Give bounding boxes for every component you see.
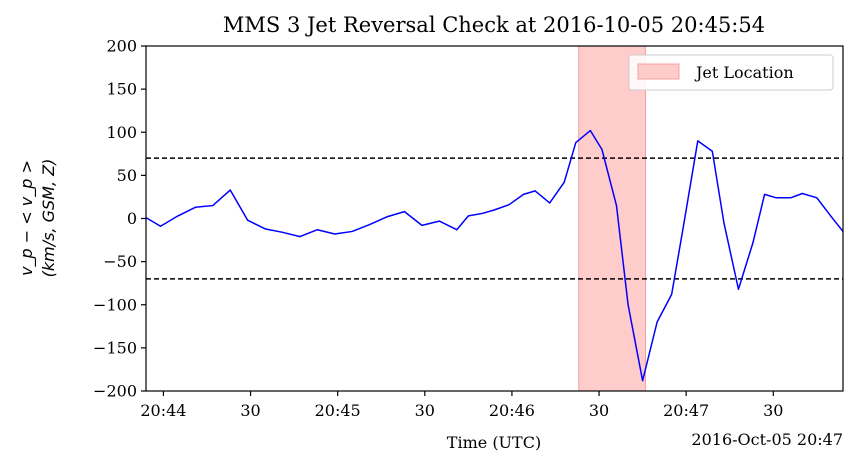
data-point (656, 321, 658, 323)
series-line-0 (145, 129, 844, 382)
data-point (711, 150, 713, 152)
data-point (316, 229, 318, 231)
data-point (682, 226, 684, 228)
data-point (438, 220, 440, 222)
legend-box (628, 54, 834, 91)
data-point (627, 304, 629, 306)
data-point (159, 225, 162, 227)
data-point (281, 231, 284, 233)
data-point (403, 211, 406, 213)
chart-title: MMS 3 Jet Reversal Check at 2016-10-05 2… (223, 13, 765, 37)
data-point (456, 229, 458, 231)
y-tick-label: −200 (93, 382, 137, 401)
y-tick-label: 150 (106, 80, 137, 99)
data-point (493, 209, 496, 211)
data-point (212, 204, 214, 207)
jet-location-span (578, 45, 647, 392)
data-point (775, 197, 777, 199)
data-point (467, 215, 469, 217)
y-axis-label-line2: (km/s, GSM, Z) (39, 159, 58, 278)
data-point (482, 212, 484, 214)
data-point (299, 236, 301, 238)
x-axis: 20:44 30 20:45 30 20:46 30 20:47 30 (140, 391, 783, 420)
data-point (334, 233, 336, 235)
y-tick-label: 100 (106, 123, 137, 142)
x-tick-label: 30 (240, 401, 260, 420)
data-point (351, 230, 353, 233)
data-point (247, 219, 249, 221)
y-tick-label: 50 (117, 166, 137, 185)
y-tick-label: 0 (127, 209, 137, 228)
x-tick-label: 30 (589, 401, 609, 420)
data-point (386, 216, 388, 218)
data-point (615, 204, 618, 207)
data-point (549, 202, 551, 204)
x-tick-label: 30 (763, 401, 783, 420)
x-tick-label: 20:44 (140, 401, 186, 420)
data-point (508, 204, 510, 206)
y-axis: 200 150 100 50 0 −50 −100 −150 −200 (93, 37, 146, 401)
series-layer (145, 129, 844, 382)
y-tick-label: −100 (93, 295, 137, 314)
data-point (697, 140, 699, 142)
data-point (816, 197, 818, 199)
legend-swatch-jet-location (637, 63, 680, 80)
legend: Jet Location (628, 54, 834, 91)
data-point (177, 215, 179, 217)
data-point (563, 181, 565, 183)
data-point (601, 148, 603, 151)
data-point (194, 206, 196, 208)
x-tick-label: 20:46 (489, 401, 535, 420)
data-point (522, 193, 525, 195)
data-point (737, 288, 740, 290)
data-point (229, 189, 231, 191)
x-offset-label: 2016-Oct-05 20:47 (691, 430, 843, 449)
y-axis-label: v_p − < v_p > (km/s, GSM, Z) (17, 159, 58, 278)
x-tick-label: 20:47 (663, 401, 709, 420)
data-point (534, 190, 536, 192)
data-point (264, 228, 266, 230)
data-point (671, 293, 673, 295)
data-point (369, 223, 371, 226)
x-tick-label: 30 (415, 401, 435, 420)
plot-frame (145, 45, 844, 392)
data-point (763, 193, 766, 195)
data-point (752, 242, 754, 244)
data-point (830, 216, 832, 218)
y-tick-label: 200 (106, 37, 137, 56)
jet-span-layer (578, 45, 647, 392)
x-axis-label: Time (UTC) (447, 433, 541, 452)
data-point (801, 192, 803, 195)
data-point (575, 142, 577, 144)
data-point (723, 222, 725, 224)
data-point (642, 380, 644, 382)
data-point (421, 224, 423, 226)
threshold-layer (146, 157, 843, 280)
y-tick-label: −50 (103, 252, 137, 271)
y-axis-label-line1: v_p − < v_p > (17, 160, 37, 276)
data-point (589, 129, 591, 132)
y-tick-label: −150 (93, 338, 137, 357)
data-point (790, 197, 792, 199)
legend-label-jet-location: Jet Location (694, 63, 794, 82)
x-tick-label: 20:45 (315, 401, 361, 420)
